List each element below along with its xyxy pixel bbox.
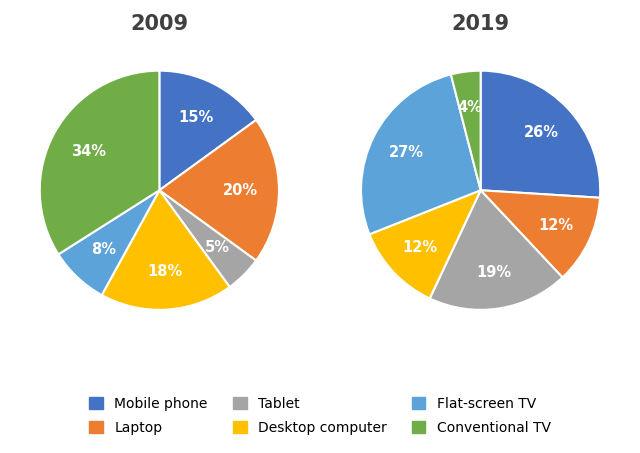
Text: 12%: 12% [539,218,574,233]
Text: 18%: 18% [147,264,182,279]
Title: 2019: 2019 [452,14,509,34]
Wedge shape [159,71,256,190]
Text: 34%: 34% [70,144,106,159]
Wedge shape [451,71,481,190]
Text: 19%: 19% [476,265,511,280]
Wedge shape [58,190,159,295]
Text: 8%: 8% [92,242,116,257]
Legend: Mobile phone, Laptop, Tablet, Desktop computer, Flat-screen TV, Conventional TV: Mobile phone, Laptop, Tablet, Desktop co… [83,390,557,442]
Wedge shape [481,71,600,198]
Text: 20%: 20% [223,183,259,198]
Wedge shape [102,190,230,310]
Text: 4%: 4% [458,100,483,115]
Text: 26%: 26% [524,125,559,140]
Wedge shape [40,71,159,254]
Wedge shape [369,190,481,299]
Wedge shape [481,190,600,277]
Text: 27%: 27% [388,145,424,160]
Text: 5%: 5% [204,240,229,255]
Wedge shape [361,74,481,234]
Text: 12%: 12% [402,240,437,255]
Title: 2009: 2009 [131,14,188,34]
Wedge shape [159,120,279,260]
Text: 15%: 15% [179,110,214,125]
Wedge shape [159,190,256,287]
Wedge shape [429,190,563,310]
